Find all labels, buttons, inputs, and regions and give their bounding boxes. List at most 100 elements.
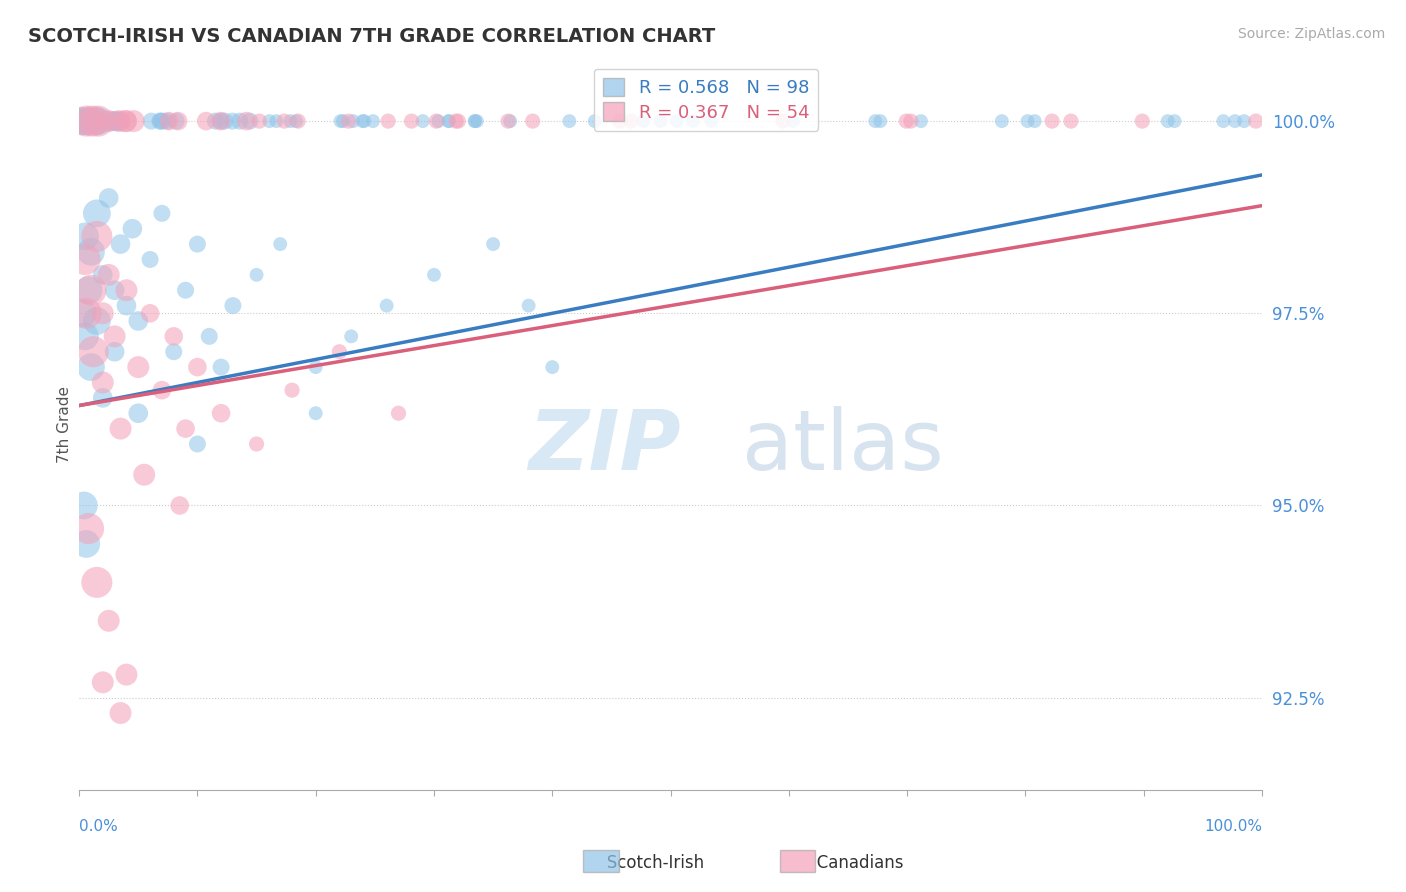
Point <box>69 114 91 128</box>
Point <box>156 114 179 128</box>
Point <box>98 114 121 128</box>
Point <box>437 114 460 128</box>
Text: Source: ZipAtlas.com: Source: ZipAtlas.com <box>1237 27 1385 41</box>
Point <box>281 383 304 397</box>
Point <box>77 114 100 128</box>
Point <box>73 329 96 343</box>
Point <box>425 114 447 128</box>
Point <box>134 467 156 482</box>
Point <box>375 299 398 313</box>
Point <box>127 406 149 420</box>
Point <box>352 114 374 128</box>
Point <box>163 344 186 359</box>
Point <box>87 114 110 128</box>
Point <box>340 329 363 343</box>
Point <box>782 114 804 128</box>
Point <box>342 114 364 128</box>
Point <box>73 252 96 267</box>
Point <box>1017 114 1039 128</box>
Point <box>97 191 120 205</box>
Point <box>86 314 108 328</box>
Point <box>75 114 97 128</box>
Point <box>75 306 97 320</box>
Text: atlas: atlas <box>741 406 943 487</box>
Point <box>110 422 132 436</box>
Point <box>149 114 172 128</box>
Point <box>465 114 488 128</box>
Point <box>665 114 688 128</box>
Point <box>186 237 208 252</box>
Point <box>482 237 505 252</box>
Text: 100.0%: 100.0% <box>1204 819 1263 834</box>
Point <box>1130 114 1153 128</box>
Point <box>86 575 108 590</box>
Point <box>332 114 354 128</box>
Point <box>91 675 114 690</box>
Point <box>87 114 110 128</box>
Point <box>77 283 100 297</box>
Point <box>896 114 918 128</box>
Point <box>583 114 606 128</box>
Point <box>214 114 236 128</box>
Point <box>496 114 519 128</box>
Point <box>195 114 218 128</box>
Point <box>1244 114 1267 128</box>
Point <box>122 114 145 128</box>
Point <box>273 114 295 128</box>
Point <box>259 114 281 128</box>
Point <box>91 376 114 390</box>
Point <box>287 114 309 128</box>
Point <box>361 114 384 128</box>
Point <box>280 114 302 128</box>
Point <box>110 237 132 252</box>
Point <box>127 314 149 328</box>
Point <box>174 283 197 297</box>
Point <box>329 114 352 128</box>
Point <box>991 114 1014 128</box>
Point <box>141 114 163 128</box>
Point <box>1024 114 1046 128</box>
Point <box>222 299 245 313</box>
Point <box>633 114 655 128</box>
Point <box>174 422 197 436</box>
Point <box>110 706 132 720</box>
Point <box>209 360 232 375</box>
Point <box>84 114 107 128</box>
Point <box>115 667 138 681</box>
Point <box>82 344 104 359</box>
Point <box>1163 114 1185 128</box>
Text: Scotch-Irish: Scotch-Irish <box>591 855 703 872</box>
Point <box>91 268 114 282</box>
Point <box>499 114 522 128</box>
Point <box>209 114 232 128</box>
Point <box>464 114 486 128</box>
Point <box>186 437 208 451</box>
Point <box>91 306 114 320</box>
Point <box>517 299 540 313</box>
Point <box>97 114 120 128</box>
Point <box>204 114 226 128</box>
Point <box>121 221 143 235</box>
Point <box>209 114 232 128</box>
Point <box>73 229 96 244</box>
Point <box>110 114 132 128</box>
Point <box>387 406 409 420</box>
Point <box>75 537 97 551</box>
Point <box>76 114 98 128</box>
Point <box>609 114 631 128</box>
Legend: R = 0.568   N = 98, R = 0.367   N = 54: R = 0.568 N = 98, R = 0.367 N = 54 <box>593 69 818 131</box>
Point <box>1212 114 1234 128</box>
Point <box>247 114 270 128</box>
Point <box>104 114 127 128</box>
Point <box>266 114 288 128</box>
Text: SCOTCH-IRISH VS CANADIAN 7TH GRADE CORRELATION CHART: SCOTCH-IRISH VS CANADIAN 7TH GRADE CORRE… <box>28 27 716 45</box>
Point <box>1233 114 1256 128</box>
Point <box>427 114 450 128</box>
Point <box>167 114 190 128</box>
Text: ZIP: ZIP <box>529 406 682 487</box>
Text: 0.0%: 0.0% <box>79 819 118 834</box>
Point <box>337 114 360 128</box>
Point <box>464 114 486 128</box>
Point <box>186 360 208 375</box>
Point <box>73 499 96 513</box>
